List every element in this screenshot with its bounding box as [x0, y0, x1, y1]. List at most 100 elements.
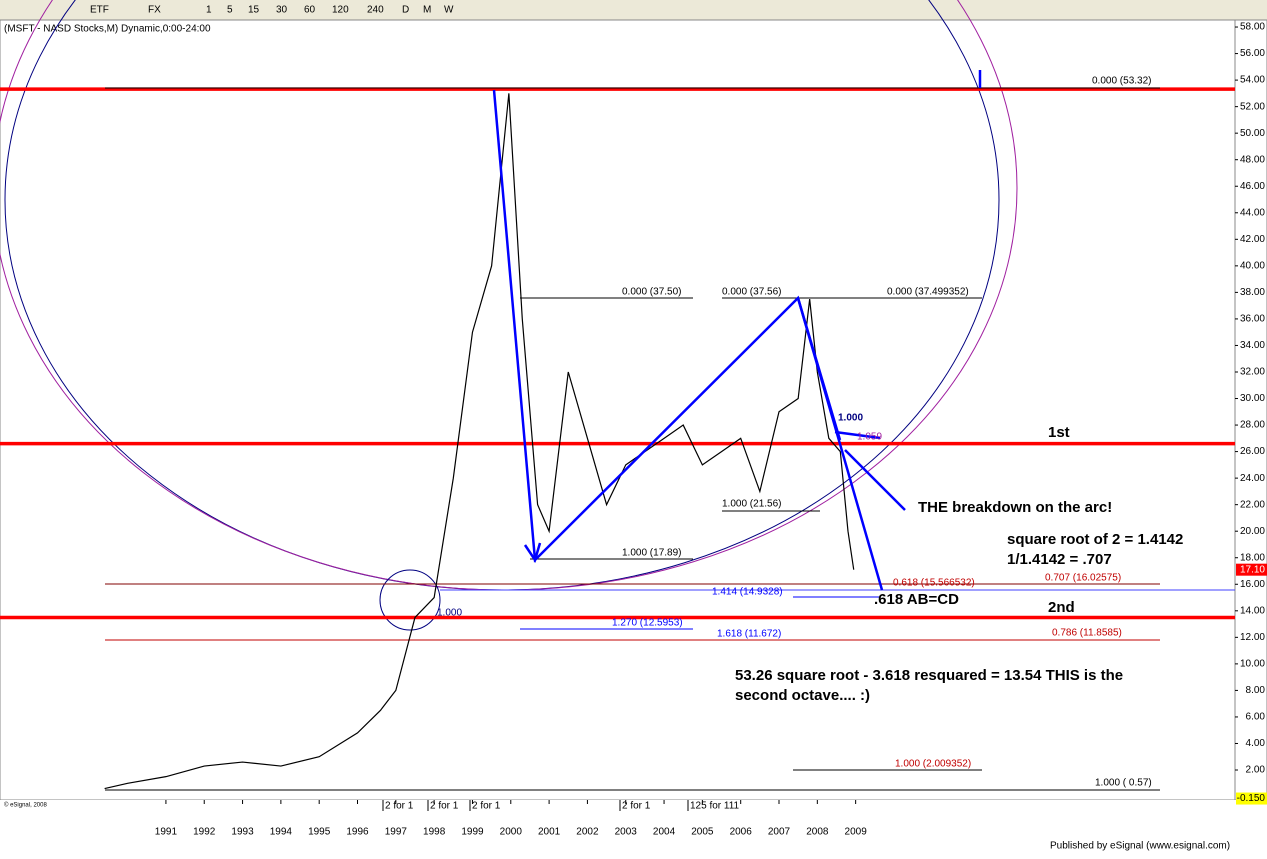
x-tick-label: 1991 [155, 827, 178, 838]
annotation: 0.000 (37.50) [622, 287, 682, 298]
split-label: 2 for 1 [622, 801, 651, 812]
y-tick-label: 56.00 [1240, 48, 1265, 59]
annotation: 1.059 [857, 432, 882, 443]
annotation: 1.000 (21.56) [722, 499, 782, 510]
y-tick-label: 54.00 [1240, 75, 1265, 86]
time-axis [0, 800, 1267, 854]
credit: © eSignal, 2008 [4, 802, 47, 809]
annotation: 1.000 (17.89) [622, 548, 682, 559]
circle [379, 569, 441, 631]
y-tick-label: 20.00 [1240, 526, 1265, 537]
y-tick-label: 36.00 [1240, 314, 1265, 325]
y-tick-label: 6.00 [1246, 712, 1266, 723]
arrow-line [844, 449, 906, 511]
toolbar-item[interactable]: 30 [276, 5, 288, 16]
y-tick-label: 38.00 [1240, 287, 1265, 298]
y-tick-label: 4.00 [1246, 738, 1266, 749]
y-tick-label: 28.00 [1240, 420, 1265, 431]
y-tick-label: 26.00 [1240, 446, 1265, 457]
y-tick-label: 10.00 [1240, 659, 1265, 670]
x-tick-label: 2008 [806, 827, 829, 838]
annotation: 0.000 (37.499352) [887, 287, 969, 298]
x-tick-label: 1998 [423, 827, 446, 838]
annotation: THE breakdown on the arc! [918, 499, 1112, 516]
price-axis [1234, 19, 1267, 801]
y-tick-label: 44.00 [1240, 207, 1265, 218]
annotation: 1.414 (14.9328) [712, 587, 783, 598]
toolbar-item[interactable]: D [402, 5, 409, 16]
x-tick-label: 2003 [615, 827, 638, 838]
annotation: 0.707 (16.02575) [1045, 573, 1121, 584]
y-tick-label: 8.00 [1246, 685, 1266, 696]
y-tick-label: 42.00 [1240, 234, 1265, 245]
annotation: 1.618 (11.672) [717, 629, 781, 640]
y-tick-label: 34.00 [1240, 340, 1265, 351]
split-label: 2 for 1 [430, 801, 459, 812]
x-tick-label: 2006 [730, 827, 753, 838]
toolbar-item[interactable]: 240 [367, 5, 384, 16]
split-label: 2 for 1 [472, 801, 501, 812]
toolbar-item[interactable]: 1 [206, 5, 212, 16]
y-tick-label: 12.00 [1240, 632, 1265, 643]
x-tick-label: 1996 [346, 827, 369, 838]
annotation: 1st [1048, 424, 1070, 441]
x-tick-label: 2007 [768, 827, 791, 838]
y-tick-label: 40.00 [1240, 260, 1265, 271]
annotation: 1.000 (2.009352) [895, 759, 971, 770]
toolbar [0, 0, 1267, 20]
toolbar-item[interactable]: 15 [248, 5, 260, 16]
annotation: 1.000 [437, 608, 462, 619]
x-tick-label: 1992 [193, 827, 216, 838]
abcd-lines [492, 89, 884, 591]
x-tick-label: 1997 [385, 827, 408, 838]
x-tick-label: 2001 [538, 827, 561, 838]
y-tick-label: 16.00 [1240, 579, 1265, 590]
y-tick-label: 22.00 [1240, 499, 1265, 510]
annotation: 0.618 (15.566532) [893, 578, 975, 589]
split-label: 125 for 111 [690, 801, 740, 812]
price-line [104, 93, 855, 790]
toolbar-item[interactable]: M [423, 5, 431, 16]
annotation: 1.270 (12.5953) [612, 618, 683, 629]
annotation: 1.000 [838, 413, 863, 424]
annotation: 2nd [1048, 599, 1075, 616]
toolbar-item[interactable]: ETF [90, 5, 109, 16]
plot-area [0, 19, 1236, 801]
annotation: 1/1.4142 = .707 [1007, 551, 1112, 568]
arrow-line [796, 297, 842, 441]
toolbar-item[interactable]: 60 [304, 5, 316, 16]
annotation: 1.000 ( 0.57) [1095, 778, 1152, 789]
y-tick-label: 32.00 [1240, 367, 1265, 378]
y-tick-label: 46.00 [1240, 181, 1265, 192]
y-tick-label: 50.00 [1240, 128, 1265, 139]
toolbar-item[interactable]: FX [148, 5, 161, 16]
low-mark-box [1236, 792, 1267, 805]
last-price-box [1236, 563, 1267, 576]
annotation: 0.000 (53.32) [1092, 76, 1152, 87]
y-tick-label: 2.00 [1246, 765, 1266, 776]
y-tick-label: 48.00 [1240, 154, 1265, 165]
annotation: square root of 2 = 1.4142 [1007, 531, 1183, 548]
split-label: 2 for 1 [385, 801, 414, 812]
arrow-line [834, 430, 881, 440]
toolbar-item[interactable]: 5 [227, 5, 233, 16]
y-tick-label: 30.00 [1240, 393, 1265, 404]
last-price-label: 17.10 [1240, 564, 1265, 575]
annotation: second octave.... :) [735, 687, 870, 704]
annotation: .618 AB=CD [874, 591, 959, 608]
annotation: 0.786 (11.8585) [1052, 628, 1122, 639]
arrow-head [523, 542, 542, 563]
y-tick-label: 52.00 [1240, 101, 1265, 112]
y-tick-label: 24.00 [1240, 473, 1265, 484]
publisher: Published by eSignal (www.esignal.com) [1050, 841, 1230, 852]
toolbar-item[interactable]: W [444, 5, 454, 16]
x-tick-label: 1993 [231, 827, 254, 838]
toolbar-items: ETF FX 1 5 15 30 60 120 240 D M W [90, 5, 454, 16]
x-tick-label: 2004 [653, 827, 676, 838]
x-tick-label: 2005 [691, 827, 714, 838]
toolbar-item[interactable]: 120 [332, 5, 349, 16]
x-tick-label: 1999 [461, 827, 484, 838]
y-tick-label: 58.00 [1240, 22, 1265, 33]
x-tick-label: 1994 [270, 827, 293, 838]
